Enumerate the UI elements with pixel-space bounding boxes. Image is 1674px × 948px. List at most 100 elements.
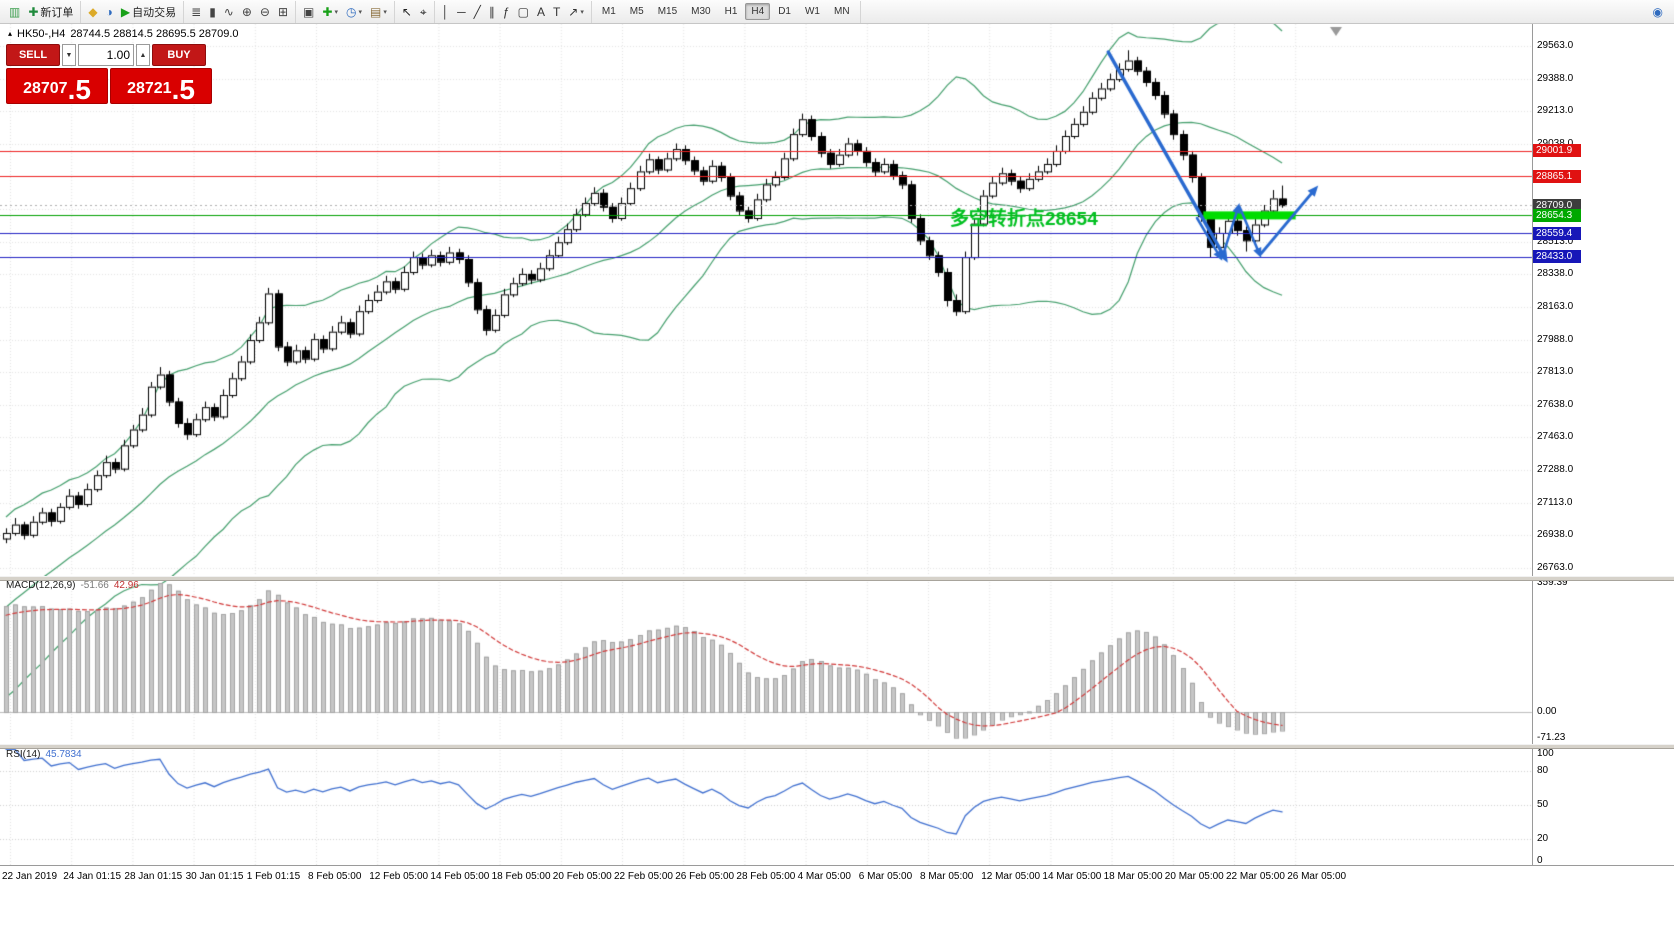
zoom-out-icon: ⊖ [259,4,270,19]
label-icon[interactable]: T [549,1,564,23]
price-axis-label: 29388.0 [1537,72,1574,84]
timeframe-m5-button[interactable]: M5 [629,6,644,17]
community-icon: ◉ [1652,4,1663,19]
toolbar: ▥ ✚ 新订单 ◆ ◑ ▶ 自动交易 ≣ ▮ ∿ ⊕ ⊖ ⊞ ▣ ✚ ▾ ◷ ▾ ▤ ▾ ↖ ⌖ │ ─ ╱ ∥ ƒ ▢ A T ↗ ▾ M1 M… [0,0,1674,24]
time-axis-label: 4 Mar 05:00 [797,871,851,882]
bid-price-main: 28707 [23,80,68,97]
time-axis-label: 18 Mar 05:00 [1103,871,1163,882]
vertical-line-icon: │ [441,4,450,19]
timeframe-m15-button[interactable]: M15 [657,6,678,17]
volume-input[interactable] [78,44,134,66]
channel-icon[interactable]: ∥ [485,1,499,23]
candlestick-chart-icon[interactable]: ▮ [205,1,220,23]
autotrading-icon: ▶ [120,4,131,19]
indicators-button[interactable]: ✚ ▾ [318,1,342,23]
fibonacci-icon: ƒ [502,4,510,19]
crosshair-icon: ⌖ [419,4,427,19]
autotrading-button[interactable]: ▶ 自动交易 [117,1,180,23]
price-tag-28433.0: 28433.0 [1533,250,1581,264]
community-icon[interactable]: ◉ [1649,1,1667,23]
cascade-windows-icon[interactable]: ▣ [299,1,318,23]
volume-increase-button[interactable]: ▲ [136,44,150,66]
templates-icon: ▤ [369,4,382,19]
price-axis-border [1532,24,1533,865]
ask-price-main: 28721 [127,80,172,97]
price-axis-label: 28338.0 [1537,268,1574,280]
trendline-icon[interactable]: ╱ [470,1,485,23]
timeframe-w1-button[interactable]: W1 [804,6,820,17]
chart-title: HK50-,H4 [17,28,66,40]
price-axis-label: 29038.0 [1537,138,1573,149]
sell-button[interactable]: SELL [6,44,60,66]
cascade-windows-icon: ▣ [303,4,315,19]
price-tag-28865.1: 28865.1 [1533,169,1581,183]
rsi-panel-splitter[interactable] [0,744,1674,749]
horizontal-line-icon[interactable]: ─ [453,1,470,23]
candlestick-chart-icon: ▮ [209,4,216,19]
fibonacci-icon[interactable]: ƒ [499,1,514,23]
price-axis-label: 29563.0 [1537,39,1574,51]
channel-icon: ∥ [488,4,495,19]
time-axis[interactable]: 22 Jan 2019 24 Jan 01:15 28 Jan 01:15 30 Ja… [0,865,1674,948]
rsi-name: RSI(14) [6,749,41,760]
buy-button[interactable]: BUY [152,44,206,66]
macd-panel-splitter[interactable] [0,576,1674,581]
bid-price-button[interactable]: 28707 .5 [6,68,108,104]
cursor-icon[interactable]: ↖ [398,1,416,23]
text-icon: A [536,4,545,19]
zoom-in-icon[interactable]: ⊕ [238,1,256,23]
new-order-icon: ✚ [28,4,39,19]
time-axis-label: 12 Mar 05:00 [981,871,1041,882]
periods-icon: ◷ [345,4,357,19]
macd-label: MACD(12,26,9) -51.66 42.96 [6,580,139,591]
autotrading-button-label: 自动交易 [132,6,177,19]
time-axis-label: 14 Feb 05:00 [430,871,490,882]
volume-decrease-button[interactable]: ▼ [62,44,76,66]
horizontal-line-icon: ─ [457,4,466,19]
crosshair-icon[interactable]: ⌖ [416,1,431,23]
arrows-button[interactable]: ↗ ▾ [564,1,588,23]
one-click-top-row: SELL ▼ ▲ BUY [6,44,212,66]
line-chart-icon[interactable]: ∿ [220,1,238,23]
cursor-group: ↖ ⌖ [395,0,435,23]
profiles-icon: ◆ [88,4,98,19]
time-axis-label: 24 Jan 01:15 [63,871,122,882]
timeframe-h1-button[interactable]: H1 [724,6,738,17]
price-axis-label: 28513.0 [1537,235,1574,247]
data-window-icon: ◑ [105,4,113,19]
vertical-line-icon[interactable]: │ [438,1,454,23]
timeframe-d1-button[interactable]: D1 [778,6,791,17]
time-axis-label: 8 Mar 05:00 [920,871,974,882]
time-axis-label: 28 Feb 05:00 [736,871,796,882]
time-axis-label: 12 Feb 05:00 [369,871,429,882]
data-window-icon[interactable]: ◑ [102,1,117,23]
bar-chart-icon: ≣ [191,4,202,19]
profiles-icon[interactable]: ◆ [84,1,101,23]
time-axis-label: 22 Mar 05:00 [1226,871,1285,882]
shapes-icon[interactable]: ▢ [514,1,533,23]
time-axis-label: 6 Mar 05:00 [858,871,913,882]
tile-windows-icon[interactable]: ⊞ [274,1,292,23]
label-icon: T [552,4,561,19]
price-axis-label: 26938.0 [1537,529,1574,541]
new-order-button[interactable]: ✚ 新订单 [24,1,77,23]
periods-button[interactable]: ◷ ▾ [342,1,366,23]
zoom-out-icon[interactable]: ⊖ [256,1,274,23]
ask-price-button[interactable]: 28721 .5 [110,68,212,104]
timeframe-h4-button[interactable]: H4 [745,3,771,20]
timeframe-m30-button[interactable]: M30 [691,6,711,17]
indicators-icon: ✚ [322,4,333,19]
templates-button[interactable]: ▤ ▾ [366,1,391,23]
timeframe-mn-button[interactable]: MN [833,6,850,17]
bar-chart-icon[interactable]: ≣ [187,1,205,23]
rsi-value: 45.7834 [45,749,82,760]
ask-price-frac: .5 [171,74,195,106]
text-icon[interactable]: A [533,1,549,23]
price-axis-label: 27813.0 [1537,366,1574,378]
setup-group: ▣ ✚ ▾ ◷ ▾ ▤ ▾ [296,0,395,23]
objects-group: │ ─ ╱ ∥ ƒ ▢ A T ↗ ▾ [435,0,592,23]
one-click-collapse-icon[interactable]: ▴ [8,29,13,38]
timeframe-m1-button[interactable]: M1 [601,6,616,17]
